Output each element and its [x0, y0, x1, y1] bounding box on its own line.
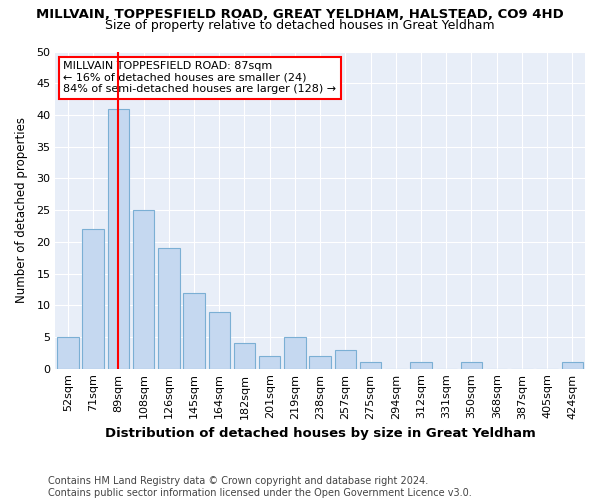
Text: Size of property relative to detached houses in Great Yeldham: Size of property relative to detached ho… [105, 19, 495, 32]
Bar [133, 210, 154, 368]
X-axis label: Distribution of detached houses by size in Great Yeldham: Distribution of detached houses by size … [105, 427, 536, 440]
Bar [310, 356, 331, 368]
Bar [184, 292, 205, 368]
Bar [284, 337, 305, 368]
Bar [259, 356, 280, 368]
Bar [461, 362, 482, 368]
Text: MILLVAIN TOPPESFIELD ROAD: 87sqm
← 16% of detached houses are smaller (24)
84% o: MILLVAIN TOPPESFIELD ROAD: 87sqm ← 16% o… [63, 61, 337, 94]
Bar [107, 108, 129, 368]
Bar [158, 248, 179, 368]
Bar [209, 312, 230, 368]
Bar [410, 362, 432, 368]
Bar [57, 337, 79, 368]
Y-axis label: Number of detached properties: Number of detached properties [15, 117, 28, 303]
Bar [82, 229, 104, 368]
Text: Contains HM Land Registry data © Crown copyright and database right 2024.
Contai: Contains HM Land Registry data © Crown c… [48, 476, 472, 498]
Bar [234, 344, 255, 368]
Bar [360, 362, 382, 368]
Bar [562, 362, 583, 368]
Bar [335, 350, 356, 368]
Text: MILLVAIN, TOPPESFIELD ROAD, GREAT YELDHAM, HALSTEAD, CO9 4HD: MILLVAIN, TOPPESFIELD ROAD, GREAT YELDHA… [36, 8, 564, 20]
